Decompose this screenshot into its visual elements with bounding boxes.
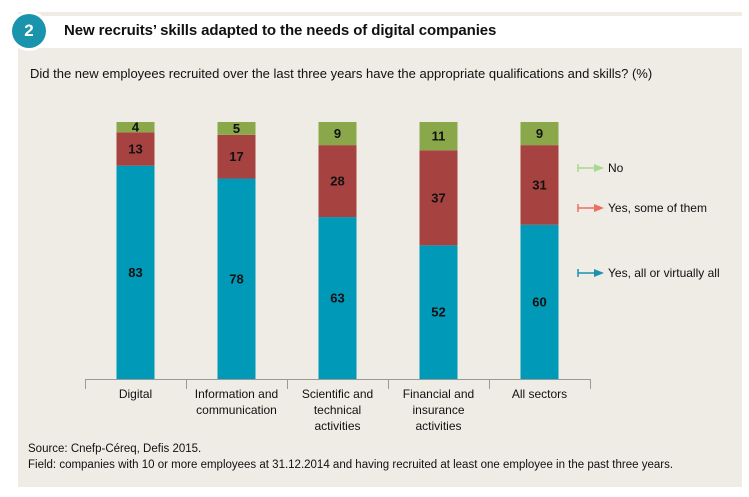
bar-segment-no — [419, 122, 458, 151]
x-tick-label: Scientific and — [302, 387, 373, 401]
x-tick-label: activities — [314, 419, 360, 433]
bar-segment-yes-all — [116, 165, 155, 379]
x-tick-label: Financial and — [403, 387, 474, 401]
x-tick-label: insurance — [412, 403, 464, 417]
arrow-icon — [577, 204, 604, 212]
arrow-icon — [577, 164, 604, 172]
data-label: 83 — [128, 265, 142, 280]
bar-segment-yes-some — [116, 132, 155, 166]
title-band — [18, 12, 742, 52]
legend-label-yes-all: Yes, all or virtually all — [608, 266, 720, 280]
bar-segment-yes-some — [318, 145, 357, 218]
data-label: 17 — [229, 149, 243, 164]
legend-item-yes-some: Yes, some of them — [576, 201, 707, 215]
bar-segment-no — [217, 122, 256, 135]
chart-title: New recruits’ skills adapted to the need… — [64, 22, 497, 39]
data-label: 9 — [334, 126, 341, 141]
data-label: 31 — [532, 177, 546, 192]
figure-number-badge: 2 — [12, 14, 46, 48]
data-label: 37 — [431, 190, 445, 205]
data-label: 60 — [532, 294, 546, 309]
bar-segment-yes-all — [217, 178, 256, 379]
legend-label-yes-some: Yes, some of them — [608, 201, 707, 215]
bar-segment-yes-some — [520, 145, 559, 225]
legend-label-no: No — [608, 161, 624, 175]
bar-segment-no — [520, 122, 559, 146]
bar-segment-yes-some — [217, 134, 256, 179]
bar-segment-yes-all — [419, 245, 458, 379]
data-label: 28 — [330, 174, 344, 189]
x-tick-label: technical — [314, 403, 361, 417]
x-tick-label: Information and — [195, 387, 278, 401]
bar-segment-no — [318, 122, 357, 146]
bar-segment-yes-some — [419, 150, 458, 246]
data-label: 13 — [128, 141, 142, 156]
legend-item-yes-all: Yes, all or virtually all — [576, 266, 720, 280]
source-line: Source: Cnefp-Céreq, Defis 2015. — [28, 443, 202, 455]
data-label: 9 — [536, 126, 543, 141]
data-label: 11 — [432, 129, 446, 144]
data-label: 4 — [132, 120, 140, 135]
data-label: 5 — [233, 121, 240, 136]
x-tick-label: activities — [415, 419, 461, 433]
source-note: Source: Cnefp-Céreq, Defis 2015. Field: … — [28, 441, 673, 473]
legend-item-no: No — [576, 161, 623, 175]
data-label: 52 — [431, 305, 445, 320]
data-label: 78 — [229, 271, 243, 286]
arrow-icon — [577, 269, 604, 277]
x-tick-label: All sectors — [512, 387, 567, 401]
data-label: 63 — [330, 291, 344, 306]
x-tick-label: communication — [196, 403, 277, 417]
field-line: Field: companies with 10 or more employe… — [28, 459, 674, 471]
x-tick-label: Digital — [119, 387, 152, 401]
bar-segment-yes-all — [318, 217, 357, 379]
bar-segment-no — [116, 122, 155, 133]
chart-question: Did the new employees recruited over the… — [30, 66, 653, 81]
bar-segment-yes-all — [520, 224, 559, 379]
